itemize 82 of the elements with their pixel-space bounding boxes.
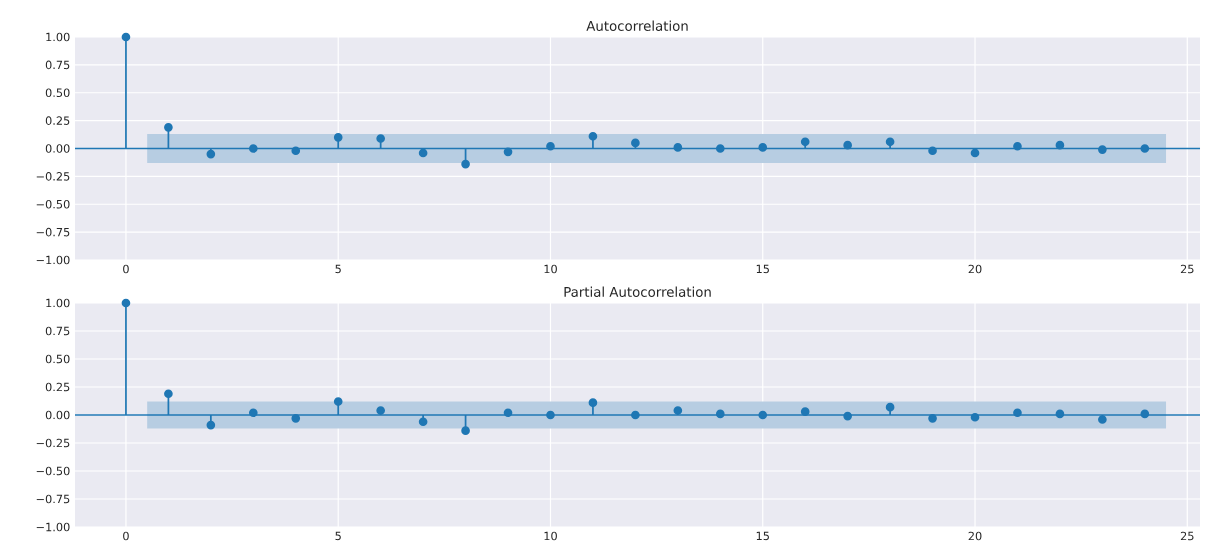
- y-tick-label: 0.75: [45, 326, 70, 336]
- point: [121, 32, 131, 42]
- x-tick-label: 0: [123, 264, 129, 274]
- y-tick-label: −0.50: [36, 466, 70, 476]
- point: [588, 131, 598, 141]
- point: [333, 133, 343, 142]
- point: [970, 412, 980, 422]
- point: [588, 398, 598, 408]
- x-tick-label: 10: [544, 531, 557, 541]
- y-tick-label: 0.00: [45, 410, 70, 420]
- y-tick-label: 1.00: [46, 32, 70, 42]
- x-tick-label: 5: [335, 531, 341, 541]
- x-tick-label: 10: [544, 264, 557, 274]
- point: [1013, 141, 1022, 151]
- point: [843, 411, 852, 421]
- point: [121, 298, 131, 308]
- x-tick-label: 25: [1180, 531, 1194, 541]
- point: [1055, 409, 1065, 419]
- point: [631, 138, 640, 148]
- y-tick-label: −1.00: [36, 255, 70, 265]
- point: [928, 414, 937, 423]
- point: [418, 148, 428, 158]
- point: [1140, 409, 1150, 419]
- y-tick-label: 0.75: [45, 60, 70, 70]
- y-tick-label: −0.75: [36, 227, 70, 237]
- y-tick-label: 0.50: [45, 354, 70, 364]
- point: [206, 420, 216, 430]
- x-tick-label: 15: [756, 531, 769, 541]
- point: [715, 409, 725, 419]
- x-tick-label: 0: [123, 531, 129, 541]
- y-tick-label: −1.00: [36, 522, 70, 532]
- point: [673, 406, 683, 415]
- point: [461, 426, 470, 436]
- point: [503, 147, 513, 157]
- y-tick-label: 0.50: [45, 88, 70, 98]
- y-tick-label: 1.00: [46, 298, 70, 308]
- point: [800, 407, 810, 416]
- point: [418, 417, 428, 427]
- point: [758, 410, 768, 420]
- y-tick-label: −0.50: [36, 199, 70, 209]
- point: [248, 408, 258, 418]
- point: [333, 397, 343, 406]
- point: [970, 148, 980, 158]
- x-tick-label: 20: [968, 264, 982, 274]
- point: [843, 140, 852, 150]
- x-tick-label: 25: [1180, 264, 1194, 274]
- y-tick-label: 0.00: [45, 144, 70, 153]
- y-tick-label: 0.25: [45, 116, 70, 125]
- point: [164, 122, 173, 132]
- point: [715, 144, 725, 153]
- point: [673, 143, 683, 152]
- point: [461, 159, 470, 169]
- chart-title: Autocorrelation: [586, 20, 688, 31]
- point: [885, 137, 895, 147]
- point: [206, 149, 216, 159]
- point: [758, 143, 768, 152]
- point: [376, 406, 386, 415]
- chart-title: Partial Autocorrelation: [564, 286, 711, 297]
- x-tick-label: 20: [968, 531, 982, 541]
- point: [503, 408, 513, 418]
- point: [885, 402, 895, 412]
- y-tick-label: 0.25: [45, 382, 70, 392]
- point: [631, 410, 640, 420]
- point: [1013, 408, 1022, 418]
- point: [291, 414, 301, 423]
- point: [546, 410, 555, 420]
- point: [1140, 144, 1150, 153]
- x-tick-label: 15: [756, 264, 769, 274]
- y-tick-label: −0.25: [36, 438, 70, 448]
- point: [800, 137, 810, 147]
- point: [1098, 415, 1107, 424]
- point: [928, 146, 937, 156]
- point: [248, 144, 258, 153]
- point: [546, 141, 555, 151]
- y-tick-label: −0.75: [36, 494, 70, 504]
- point: [164, 389, 173, 399]
- point: [376, 134, 386, 143]
- point: [1098, 145, 1107, 154]
- point: [1055, 140, 1065, 150]
- y-tick-label: −0.25: [36, 172, 70, 181]
- point: [291, 146, 301, 156]
- x-tick-label: 5: [335, 264, 341, 274]
